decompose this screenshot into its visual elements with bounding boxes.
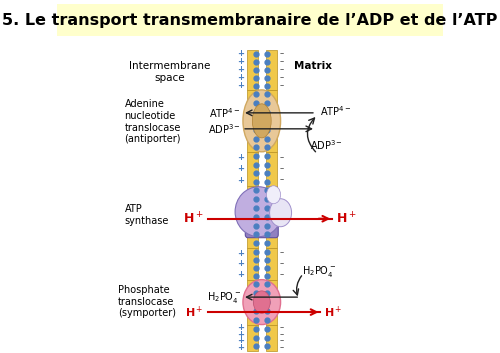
Text: –: – bbox=[280, 249, 284, 257]
FancyBboxPatch shape bbox=[266, 50, 276, 90]
Text: +: + bbox=[236, 270, 244, 279]
Ellipse shape bbox=[243, 280, 281, 324]
Text: H$^+$: H$^+$ bbox=[185, 304, 204, 320]
Text: –: – bbox=[280, 58, 284, 66]
FancyBboxPatch shape bbox=[247, 248, 258, 280]
FancyBboxPatch shape bbox=[246, 210, 278, 238]
FancyBboxPatch shape bbox=[247, 152, 258, 186]
FancyBboxPatch shape bbox=[247, 280, 258, 324]
Text: 5. Le transport transmembranaire de l’ADP et de l’ATP: 5. Le transport transmembranaire de l’AD… bbox=[2, 13, 498, 29]
Text: H$_2$PO$_4^-$: H$_2$PO$_4^-$ bbox=[302, 264, 336, 279]
Text: +: + bbox=[236, 153, 244, 162]
Ellipse shape bbox=[235, 187, 282, 237]
Text: +: + bbox=[236, 65, 244, 74]
Text: –: – bbox=[280, 330, 284, 339]
Text: –: – bbox=[280, 153, 284, 162]
Text: –: – bbox=[280, 323, 284, 332]
Text: +: + bbox=[236, 175, 244, 185]
Ellipse shape bbox=[270, 199, 291, 227]
Ellipse shape bbox=[266, 186, 280, 204]
Text: ATP$^{4-}$: ATP$^{4-}$ bbox=[320, 104, 351, 118]
Text: ADP$^{3-}$: ADP$^{3-}$ bbox=[208, 122, 240, 136]
Text: H$_2$PO$_4^-$: H$_2$PO$_4^-$ bbox=[206, 289, 240, 305]
Text: +: + bbox=[236, 58, 244, 66]
Text: –: – bbox=[280, 343, 284, 352]
Ellipse shape bbox=[254, 291, 270, 313]
Text: +: + bbox=[236, 249, 244, 257]
Text: –: – bbox=[280, 259, 284, 268]
Text: –: – bbox=[280, 65, 284, 74]
Text: ATP
synthase: ATP synthase bbox=[124, 204, 169, 226]
Text: –: – bbox=[280, 82, 284, 90]
FancyBboxPatch shape bbox=[266, 186, 276, 248]
Text: +: + bbox=[236, 343, 244, 352]
Text: –: – bbox=[280, 164, 284, 173]
Text: +: + bbox=[236, 164, 244, 173]
FancyBboxPatch shape bbox=[247, 90, 258, 152]
Text: Adenine
nucleotide
translocase
(antiporter): Adenine nucleotide translocase (antiport… bbox=[124, 100, 181, 144]
FancyBboxPatch shape bbox=[57, 4, 443, 36]
FancyBboxPatch shape bbox=[266, 280, 276, 324]
FancyBboxPatch shape bbox=[266, 152, 276, 186]
Ellipse shape bbox=[252, 104, 271, 138]
Text: –: – bbox=[280, 73, 284, 82]
Text: –: – bbox=[280, 49, 284, 59]
Text: +: + bbox=[236, 336, 244, 345]
Text: +: + bbox=[236, 323, 244, 332]
Text: +: + bbox=[236, 330, 244, 339]
Text: –: – bbox=[280, 270, 284, 279]
Text: H$^+$: H$^+$ bbox=[324, 304, 342, 320]
Text: ATP$^{4-}$: ATP$^{4-}$ bbox=[210, 106, 240, 120]
FancyBboxPatch shape bbox=[266, 90, 276, 152]
FancyBboxPatch shape bbox=[266, 248, 276, 280]
FancyBboxPatch shape bbox=[247, 50, 258, 90]
Text: H$^+$: H$^+$ bbox=[336, 211, 357, 226]
Text: Phosphate
translocase
(symporter): Phosphate translocase (symporter) bbox=[118, 285, 176, 318]
Text: ADP$^{3-}$: ADP$^{3-}$ bbox=[310, 138, 342, 152]
Text: +: + bbox=[236, 259, 244, 268]
FancyBboxPatch shape bbox=[247, 186, 258, 248]
Text: Matrix: Matrix bbox=[294, 61, 332, 71]
Text: –: – bbox=[280, 175, 284, 185]
Text: Intermembrane
space: Intermembrane space bbox=[130, 61, 210, 83]
FancyBboxPatch shape bbox=[247, 324, 258, 351]
Ellipse shape bbox=[243, 90, 281, 152]
FancyBboxPatch shape bbox=[266, 324, 276, 351]
Text: +: + bbox=[236, 82, 244, 90]
Text: –: – bbox=[280, 336, 284, 345]
Text: H$^+$: H$^+$ bbox=[183, 211, 204, 226]
Text: +: + bbox=[236, 49, 244, 59]
Text: +: + bbox=[236, 73, 244, 82]
